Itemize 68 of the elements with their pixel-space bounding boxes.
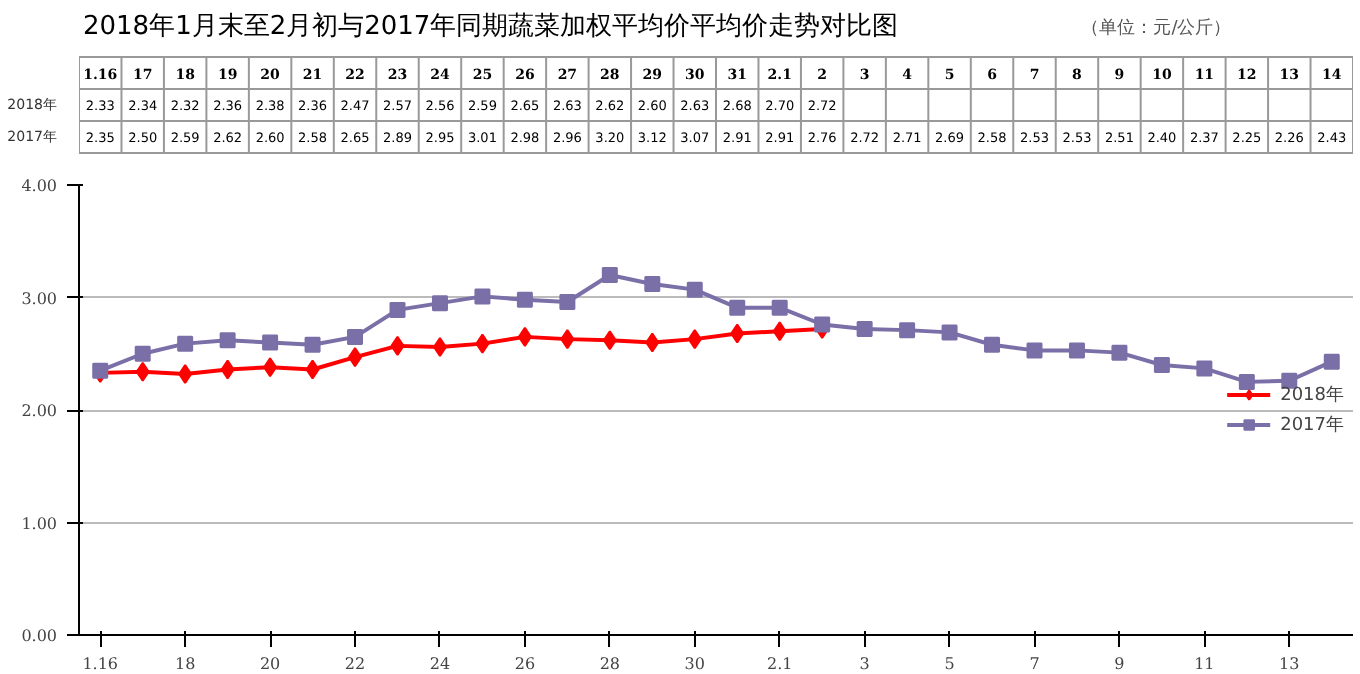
y-tick-label: 1.00 (21, 514, 57, 533)
point (1238, 373, 1255, 390)
point (177, 335, 194, 352)
point (517, 326, 532, 347)
point (771, 299, 788, 316)
category-label: 5 (944, 655, 955, 673)
point (347, 328, 364, 345)
point (263, 357, 278, 378)
point (305, 359, 320, 380)
category-label: 7 (1029, 655, 1040, 673)
category-label: 24 (429, 655, 451, 673)
point (645, 332, 660, 353)
point (1153, 357, 1170, 373)
point (1026, 342, 1043, 359)
category-label: 26 (514, 655, 536, 673)
point (686, 281, 703, 298)
point (475, 333, 490, 354)
point (772, 321, 787, 342)
category-label: 22 (344, 655, 366, 673)
point (219, 332, 236, 349)
category-label: 11 (1194, 655, 1215, 673)
category-label: 28 (599, 655, 621, 673)
category-label: 20 (259, 655, 281, 673)
category-label: 9 (1114, 655, 1125, 673)
legend-label: 2017年 (1280, 413, 1344, 437)
point (304, 336, 321, 353)
point (899, 322, 916, 339)
point (474, 288, 491, 305)
point (516, 291, 533, 308)
point (730, 323, 745, 344)
category-label: 18 (174, 655, 196, 673)
point (431, 295, 448, 312)
point (390, 335, 405, 356)
chart-subtitle: （单位：元/公斤） (1081, 17, 1232, 39)
category-label: 2.1 (766, 655, 793, 673)
legend-label: 2018年 (1280, 383, 1344, 407)
point (560, 329, 575, 350)
point (262, 334, 279, 351)
y-tick-label: 2.00 (21, 402, 57, 420)
point (134, 345, 151, 362)
point (389, 301, 406, 318)
point (602, 330, 617, 351)
point (941, 324, 958, 341)
point (135, 361, 150, 382)
point (559, 294, 576, 310)
point (432, 337, 447, 357)
category-label: 30 (684, 655, 705, 673)
point (220, 359, 235, 380)
category-label: 1.16 (82, 655, 119, 673)
point (644, 276, 661, 292)
point (601, 267, 618, 283)
point (1196, 360, 1213, 377)
y-tick-label: 0.00 (21, 627, 57, 645)
y-tick-label: 4.00 (21, 177, 57, 195)
point (1068, 342, 1085, 359)
chart-title: 2018年1月末至2月初与2017年同期蔬菜加权平均价平均价走势对比图 (82, 12, 899, 42)
category-label: 13 (1279, 655, 1300, 673)
point (178, 364, 193, 384)
point (687, 329, 702, 350)
point (984, 336, 1001, 353)
point (856, 321, 873, 337)
y-tick-label: 3.00 (21, 289, 57, 308)
point (729, 299, 746, 316)
point (1323, 353, 1340, 370)
category-label: 3 (859, 655, 870, 673)
point (1111, 344, 1128, 361)
point (348, 347, 363, 368)
point (814, 316, 831, 333)
